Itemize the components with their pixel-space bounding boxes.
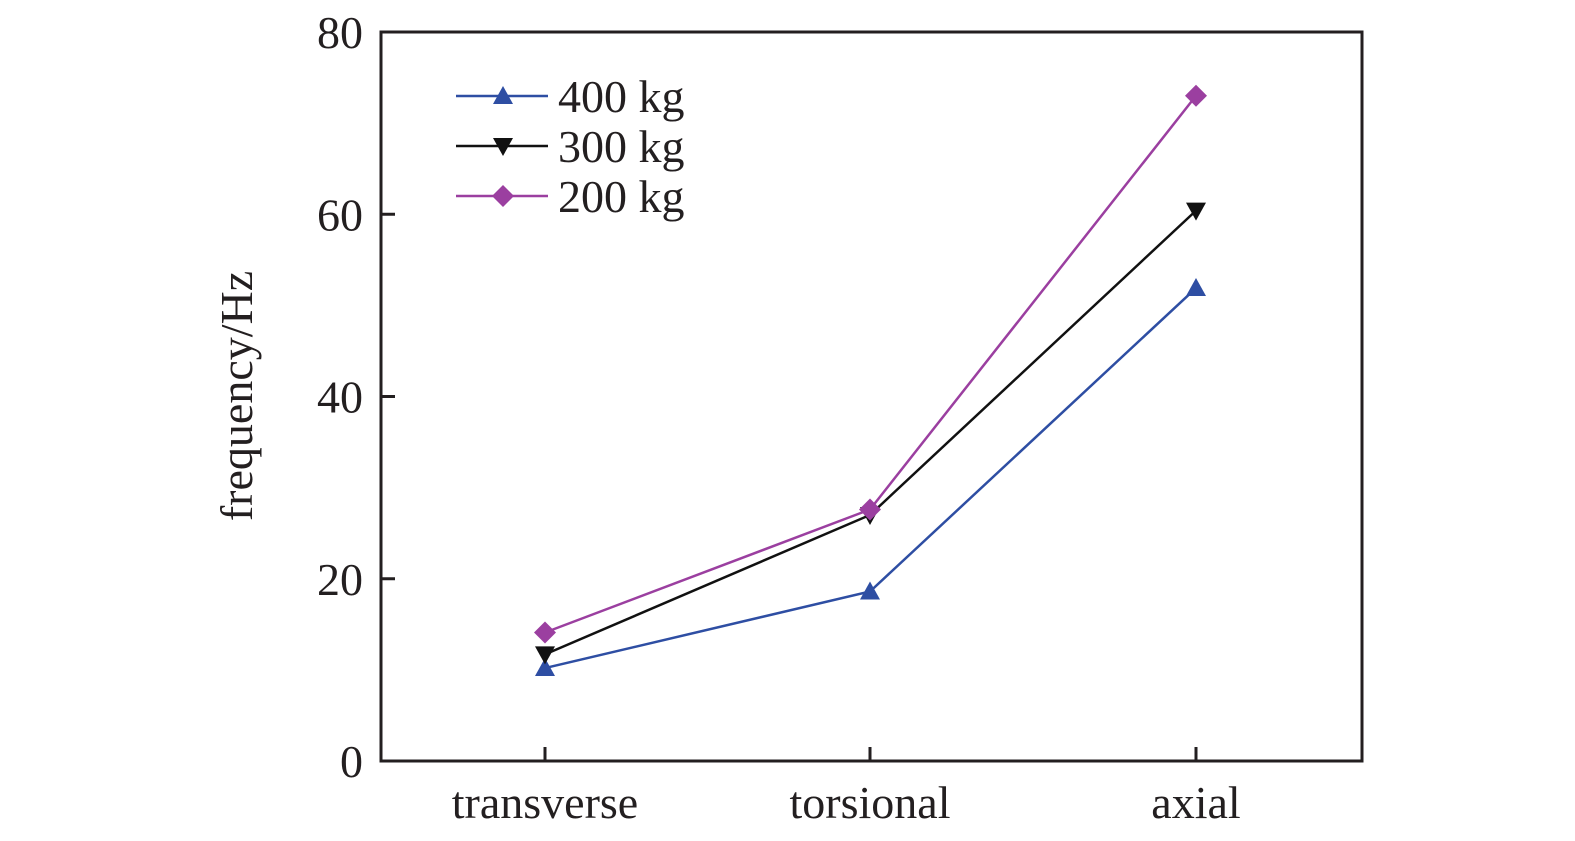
legend-item: 200 kg	[456, 171, 685, 222]
y-tick-label: 40	[317, 372, 363, 423]
y-tick-label: 60	[317, 189, 363, 240]
data-point	[859, 498, 881, 521]
legend-label: 200 kg	[558, 171, 685, 222]
x-tick-label: torsional	[790, 777, 951, 828]
y-tick-label: 0	[340, 736, 363, 787]
legend-item: 300 kg	[456, 121, 685, 172]
legend-marker	[493, 138, 513, 156]
y-tick-label: 80	[317, 7, 363, 58]
legend-item: 400 kg	[456, 71, 685, 122]
data-point	[1185, 84, 1207, 107]
plot-frame	[379, 30, 1364, 763]
x-tick-label: transverse	[452, 777, 638, 828]
legend-marker	[493, 86, 513, 104]
data-point	[534, 621, 556, 644]
data-point	[535, 658, 555, 677]
y-axis-label: frequency/Hz	[211, 271, 262, 521]
y-tick-label: 20	[317, 554, 363, 605]
x-tick-label: axial	[1151, 777, 1240, 828]
series-200-kg	[534, 84, 1207, 644]
legend-marker	[492, 185, 514, 207]
data-point	[1186, 202, 1206, 221]
data-point	[860, 581, 880, 600]
data-point	[535, 646, 555, 665]
series-400-kg	[535, 278, 1206, 677]
data-point	[1186, 278, 1206, 297]
legend-label: 300 kg	[558, 121, 685, 172]
series-line	[544, 287, 1197, 670]
legend-label: 400 kg	[558, 71, 685, 122]
